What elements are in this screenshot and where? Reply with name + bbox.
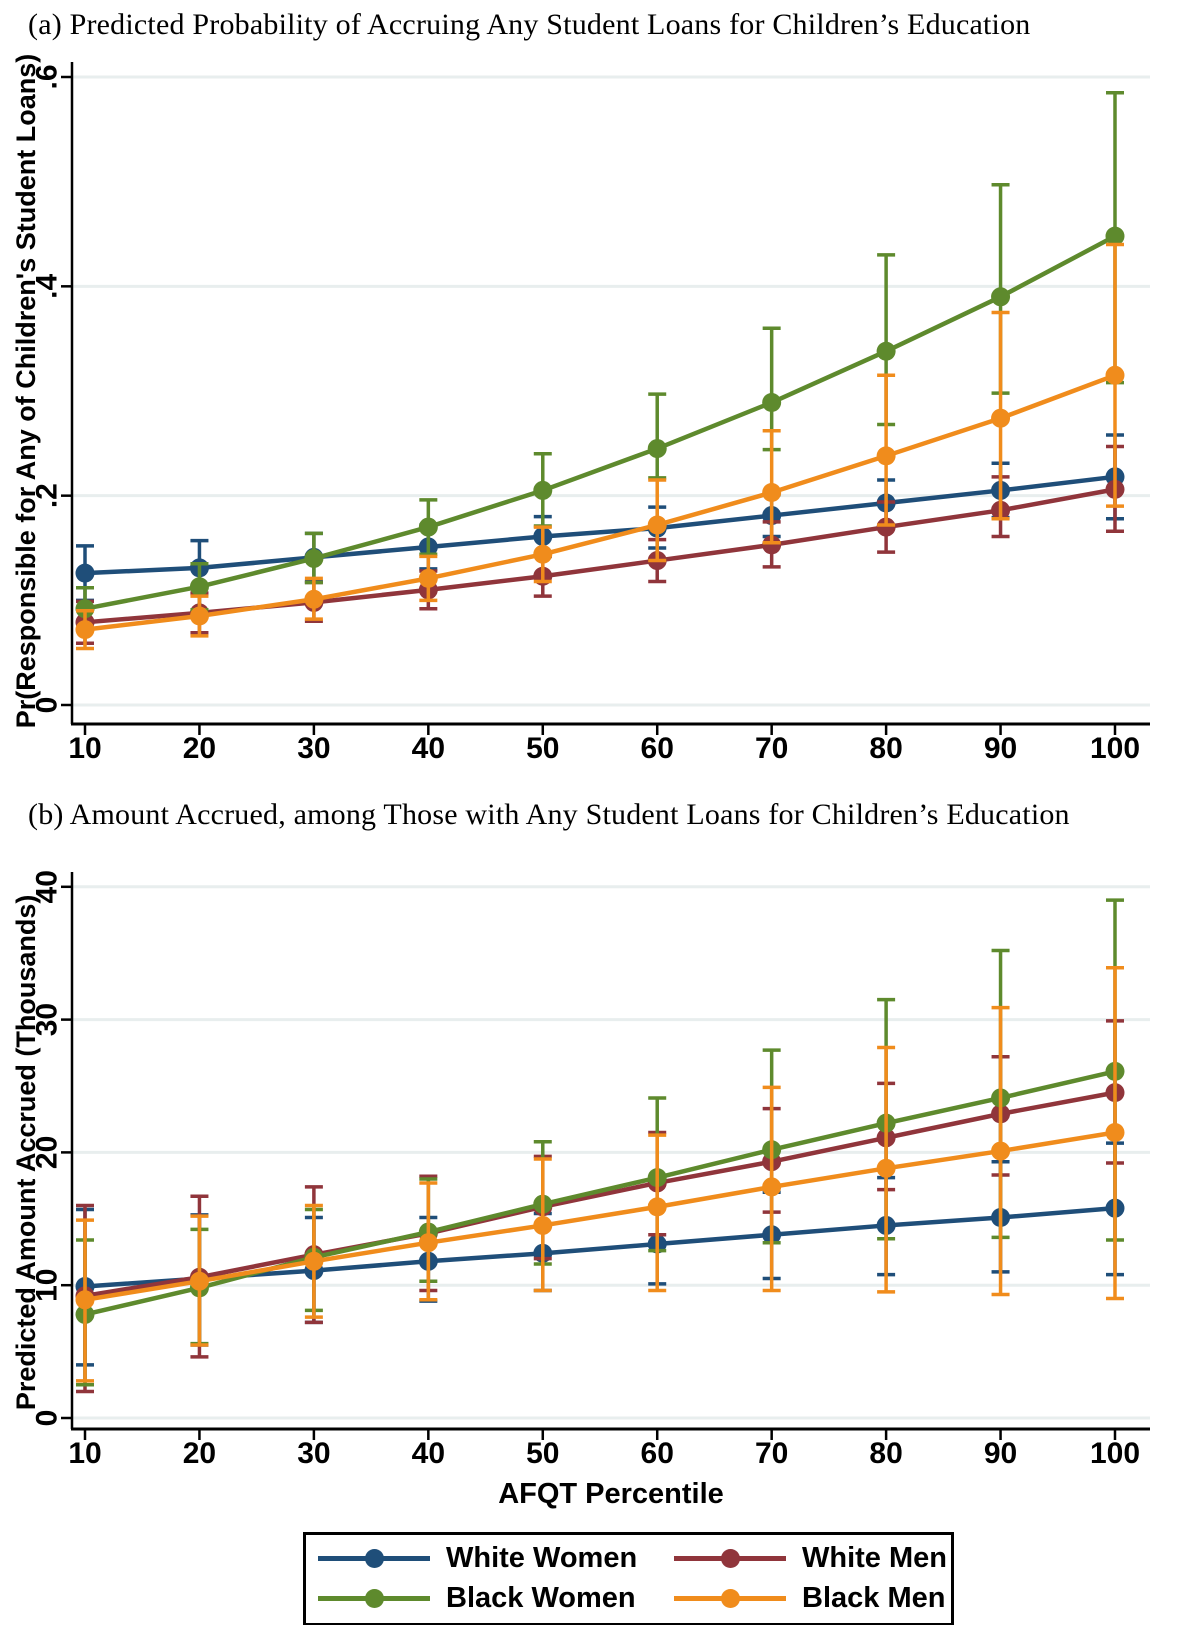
x-tick-label: 60 <box>641 732 674 765</box>
data-point <box>418 1233 438 1253</box>
x-tick-label: 70 <box>755 1437 788 1470</box>
data-point <box>991 287 1011 307</box>
data-point <box>991 408 1011 428</box>
legend-marker-black-men <box>674 1588 786 1608</box>
data-point <box>75 620 95 640</box>
legend-label: White Men <box>802 1541 947 1574</box>
legend-entry-white-women: White Women <box>318 1538 637 1578</box>
data-point <box>1105 1122 1125 1142</box>
x-tick-label: 40 <box>412 1437 445 1470</box>
x-tick-label: 80 <box>869 732 902 765</box>
data-point <box>991 1141 1011 1161</box>
x-tick-label: 100 <box>1090 1437 1140 1470</box>
data-point <box>418 517 438 537</box>
series-line <box>84 1069 1116 1317</box>
y-tick-label: .4 <box>31 274 64 299</box>
data-point <box>533 544 553 564</box>
x-tick-label: 50 <box>526 1437 559 1470</box>
x-tick-label: 10 <box>68 1437 101 1470</box>
data-point <box>762 483 782 503</box>
legend-label: Black Women <box>446 1581 636 1614</box>
data-point <box>647 515 667 535</box>
panel-b-title: (b) Amount Accrued, among Those with Any… <box>28 798 1070 831</box>
data-point <box>1105 365 1125 385</box>
x-tick-label: 20 <box>183 1437 216 1470</box>
x-tick-label: 60 <box>641 1437 674 1470</box>
y-axis-title: Predicted Amount Accrued (Thousands) <box>11 895 41 1411</box>
panel-a-title: (a) Predicted Probability of Accruing An… <box>28 8 1031 41</box>
legend-marker-white-women <box>318 1548 430 1568</box>
x-tick-label: 90 <box>984 1437 1017 1470</box>
data-point <box>533 1215 553 1235</box>
legend-entry-black-men: Black Men <box>674 1578 945 1618</box>
series-line <box>84 234 1117 611</box>
x-tick-label: 20 <box>183 732 216 765</box>
x-tick-label: 100 <box>1090 732 1140 765</box>
x-tick-label: 90 <box>984 732 1017 765</box>
y-tick-label: 20 <box>31 1136 64 1169</box>
data-point <box>418 568 438 588</box>
legend-entry-black-women: Black Women <box>318 1578 636 1618</box>
data-point <box>189 577 209 597</box>
data-point <box>75 599 95 619</box>
data-point <box>762 1177 782 1197</box>
y-tick-label: 10 <box>31 1269 64 1302</box>
data-point <box>189 1271 209 1291</box>
data-point <box>647 1197 667 1217</box>
data-point <box>304 1251 324 1271</box>
data-point <box>1105 226 1125 246</box>
legend-marker-white-men <box>674 1548 786 1568</box>
data-point <box>762 535 782 555</box>
legend-label: Black Men <box>802 1581 946 1614</box>
x-axis-label: AFQT Percentile <box>498 1478 724 1510</box>
series-line <box>84 474 1116 576</box>
data-point <box>304 548 324 568</box>
data-point <box>189 606 209 626</box>
data-point <box>533 480 553 500</box>
x-tick-label: 50 <box>526 732 559 765</box>
y-tick-label: 30 <box>31 1003 64 1036</box>
x-tick-label: 30 <box>297 732 330 765</box>
legend: White Women White Men Black Women Black … <box>303 1532 954 1625</box>
data-point <box>876 1158 896 1178</box>
x-tick-label: 30 <box>297 1437 330 1470</box>
legend-label: White Women <box>446 1541 638 1574</box>
data-point <box>876 517 896 537</box>
data-point <box>75 563 95 583</box>
y-tick-label: .6 <box>31 64 64 89</box>
series-line <box>84 1090 1116 1299</box>
x-tick-label: 40 <box>412 732 445 765</box>
data-point <box>762 393 782 413</box>
data-point <box>304 589 324 609</box>
y-tick-label: 0 <box>31 1410 64 1427</box>
legend-marker-black-women <box>318 1588 430 1608</box>
x-tick-label: 70 <box>755 732 788 765</box>
legend-entry-white-men: White Men <box>674 1538 947 1578</box>
data-point <box>876 341 896 361</box>
y-tick-label: 40 <box>31 870 64 903</box>
y-axis-title: Pr(Responsible for Any of Children's Stu… <box>11 54 41 728</box>
data-point <box>75 1290 95 1310</box>
x-tick-label: 80 <box>869 1437 902 1470</box>
y-tick-label: .2 <box>31 483 64 508</box>
x-tick-label: 10 <box>68 732 101 765</box>
series-line <box>84 373 1116 632</box>
data-point <box>876 446 896 466</box>
series-line <box>84 1130 1116 1303</box>
y-tick-label: 0 <box>31 697 64 714</box>
data-point <box>647 439 667 459</box>
series-line <box>84 487 1116 625</box>
